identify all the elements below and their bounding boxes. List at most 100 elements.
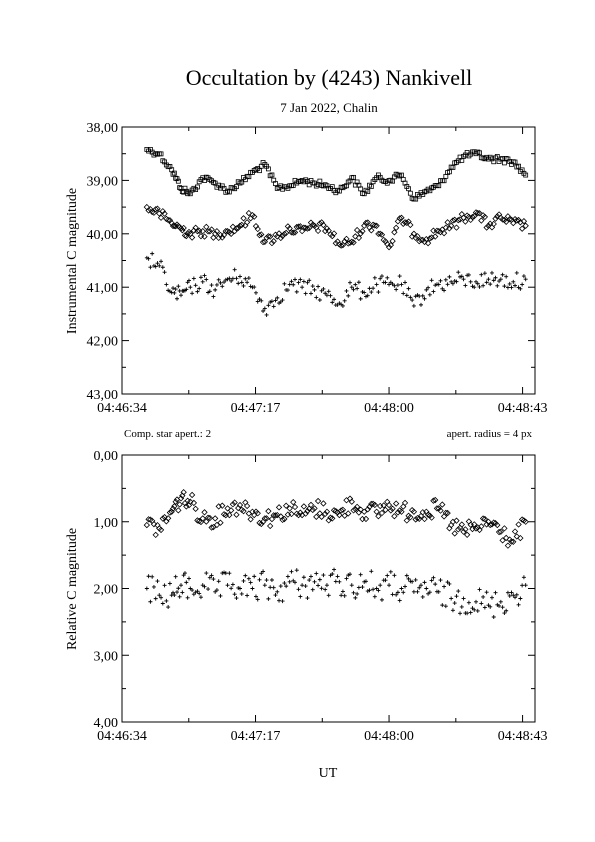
data-point-plus <box>365 293 370 298</box>
data-point-diamond <box>157 214 165 221</box>
data-point-plus <box>422 580 427 585</box>
data-point-plus <box>401 291 406 296</box>
data-point-diamond <box>414 233 421 240</box>
data-point-plus <box>321 573 326 578</box>
data-point-plus <box>253 290 258 295</box>
data-point-plus <box>164 282 169 287</box>
data-point-plus <box>216 277 221 282</box>
data-point-diamond <box>494 213 501 220</box>
data-point-diamond <box>204 514 212 521</box>
data-point-plus <box>355 286 360 291</box>
data-point-plus <box>266 596 271 601</box>
data-point-plus <box>374 282 379 287</box>
data-point-diamond <box>424 511 432 518</box>
data-point-plus <box>502 611 507 616</box>
data-point-square <box>177 185 183 190</box>
data-point-diamond <box>227 230 235 237</box>
data-point-diamond <box>302 510 309 517</box>
data-point-plus <box>317 298 322 303</box>
data-point-plus <box>394 287 399 292</box>
data-point-plus <box>429 278 434 283</box>
data-point-diamond <box>419 509 426 516</box>
data-point-plus <box>505 590 510 595</box>
data-point-diamond <box>373 508 380 515</box>
data-point-plus <box>275 295 280 300</box>
data-point-plus <box>301 575 306 580</box>
data-point-diamond <box>172 498 179 505</box>
data-point-plus <box>319 586 324 591</box>
data-point-square <box>273 181 278 186</box>
data-point-plus <box>193 283 198 288</box>
data-point-diamond <box>343 497 350 504</box>
data-point-plus <box>216 579 221 584</box>
data-point-plus <box>220 284 225 289</box>
data-point-plus <box>273 298 278 303</box>
data-point-square <box>494 154 500 159</box>
data-point-diamond <box>412 516 419 523</box>
data-point-plus <box>148 599 153 604</box>
data-point-diamond <box>517 534 524 542</box>
data-point-plus <box>417 585 422 590</box>
data-point-plus <box>305 596 310 601</box>
data-point-diamond <box>206 228 214 235</box>
data-point-plus <box>239 591 244 596</box>
data-point-plus <box>307 278 312 283</box>
data-point-plus <box>316 284 321 289</box>
data-point-diamond <box>346 495 354 502</box>
data-point-diamond <box>265 508 272 515</box>
x-tick-label: 04:46:34 <box>97 729 147 744</box>
data-point-plus <box>479 601 484 606</box>
data-point-diamond <box>345 510 352 517</box>
data-point-plus <box>333 579 338 584</box>
data-point-diamond <box>282 502 290 509</box>
data-point-plus <box>195 589 200 594</box>
data-point-diamond <box>190 227 198 234</box>
data-point-diamond <box>275 504 283 511</box>
data-point-diamond <box>348 238 355 245</box>
data-point-plus <box>404 293 409 298</box>
data-point-square <box>185 191 191 197</box>
data-point-diamond <box>254 510 261 517</box>
data-point-diamond <box>520 218 528 225</box>
data-point-plus <box>344 576 349 581</box>
data-point-square <box>265 166 271 172</box>
data-point-diamond <box>148 208 156 216</box>
data-point-plus <box>521 274 526 279</box>
data-point-square <box>368 184 374 189</box>
data-point-diamond <box>252 223 260 230</box>
data-point-plus <box>438 578 443 583</box>
data-point-plus <box>218 593 223 598</box>
data-point-plus <box>227 276 232 281</box>
data-point-diamond <box>407 221 414 229</box>
data-point-diamond <box>440 513 448 520</box>
data-point-diamond <box>518 225 526 232</box>
data-point-diamond <box>453 224 460 231</box>
data-point-diamond <box>169 505 177 512</box>
data-point-plus <box>411 589 416 594</box>
data-point-diamond <box>281 515 288 523</box>
data-point-plus <box>261 569 266 574</box>
data-point-diamond <box>254 225 261 233</box>
data-point-plus <box>475 281 480 286</box>
data-point-plus <box>264 578 269 583</box>
data-point-plus <box>255 597 260 602</box>
data-point-diamond <box>442 224 450 231</box>
data-point-diamond <box>231 227 238 235</box>
data-point-diamond <box>215 503 222 510</box>
data-point-plus <box>155 579 160 584</box>
data-point-plus <box>198 595 203 600</box>
data-point-plus <box>509 285 514 290</box>
data-point-plus <box>369 569 374 574</box>
data-point-diamond <box>145 516 152 523</box>
data-point-plus <box>420 293 425 298</box>
data-point-plus <box>197 591 202 596</box>
data-point-plus <box>190 588 195 593</box>
data-point-diamond <box>272 512 279 519</box>
data-point-diamond <box>361 222 368 229</box>
data-point-plus <box>385 573 390 578</box>
data-point-diamond <box>368 227 375 234</box>
data-point-diamond <box>196 227 203 234</box>
data-point-diamond <box>224 505 231 512</box>
data-point-diamond <box>245 209 253 217</box>
